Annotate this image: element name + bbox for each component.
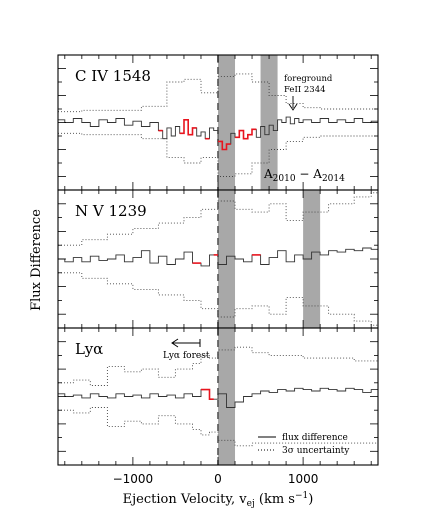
significant-segment: [218, 140, 231, 151]
legend-entry-flux: flux difference: [282, 433, 348, 443]
annotation-foreground: foreground: [284, 74, 333, 84]
x-tick-label: 1000: [288, 472, 319, 486]
annotation-arrowhead: [288, 103, 298, 111]
x-tick-label: −1000: [113, 472, 154, 486]
panel-1: C IV 1548: [57, 54, 379, 191]
uncertainty-lower: [58, 132, 378, 177]
panel-2: N V 1239: [57, 189, 379, 329]
x-label-sup: −1: [295, 491, 308, 501]
annotation-feii: FeII 2344: [284, 85, 326, 95]
panel-label: Lyα: [75, 340, 103, 358]
x-label-sub: ej: [247, 499, 255, 509]
legend-entry-uncertainty: 3σ uncertainty: [282, 446, 350, 456]
flux-difference-line: [58, 387, 378, 408]
panel-label: N V 1239: [75, 202, 147, 220]
significant-segment: [179, 119, 197, 136]
x-label-unit: (km s: [255, 492, 295, 507]
uncertainty-upper: [58, 73, 378, 113]
uncertainty-upper: [58, 192, 378, 246]
x-label-end: ): [308, 492, 313, 507]
forest-label: Lyα forest: [163, 351, 210, 361]
minus: − A: [296, 167, 323, 181]
forest-arrowhead: [171, 338, 179, 348]
x-axis-label: Ejection Velocity, vej (km s−1): [123, 491, 314, 509]
uncertainty-lower: [58, 407, 378, 447]
x-tick-label: 0: [214, 472, 222, 486]
shaded-region: [260, 55, 278, 190]
flux-difference-line: [58, 247, 378, 267]
subscript: 2014: [322, 174, 345, 184]
significant-segment: [235, 128, 257, 140]
panel-label: C IV 1548: [75, 67, 151, 85]
subscript: 2010: [273, 174, 296, 184]
uncertainty-lower: [58, 272, 378, 326]
panel-3: Lyα: [57, 327, 379, 466]
shaded-region: [218, 55, 236, 190]
significant-segment: [201, 388, 214, 400]
y-axis-label: Flux Difference: [29, 209, 44, 311]
